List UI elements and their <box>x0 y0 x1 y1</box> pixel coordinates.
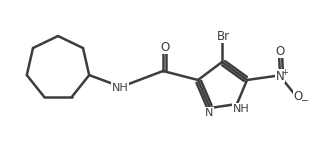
Text: N: N <box>276 70 284 82</box>
Text: NH: NH <box>233 104 249 114</box>
Text: O: O <box>293 91 303 103</box>
Text: O: O <box>275 45 285 57</box>
Text: −: − <box>301 96 309 106</box>
Text: O: O <box>161 41 169 54</box>
Text: NH: NH <box>112 83 128 93</box>
Text: Br: Br <box>216 30 230 42</box>
Text: +: + <box>282 67 288 76</box>
Text: N: N <box>205 108 213 118</box>
